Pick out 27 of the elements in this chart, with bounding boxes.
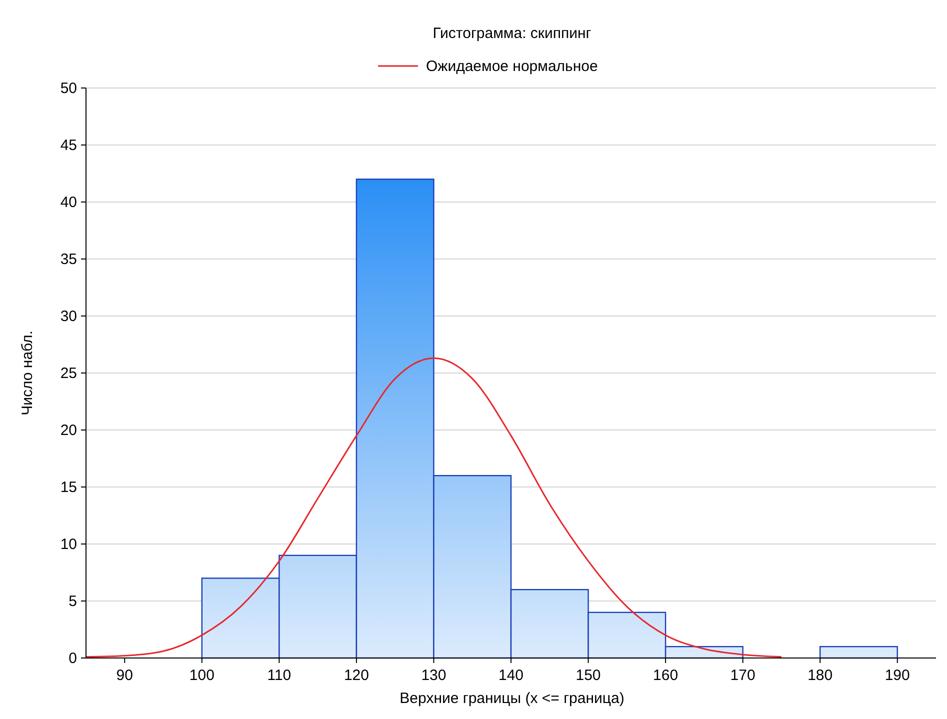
x-tick-label: 150 bbox=[576, 667, 601, 684]
y-tick-label: 30 bbox=[60, 308, 77, 325]
y-axis-title: Число набл. bbox=[19, 330, 36, 416]
x-tick-label: 160 bbox=[653, 667, 678, 684]
x-tick-label: 100 bbox=[189, 667, 214, 684]
legend-label: Ожидаемое нормальное bbox=[426, 58, 598, 75]
y-tick-label: 45 bbox=[60, 137, 77, 154]
y-tick-label: 5 bbox=[68, 593, 77, 610]
x-tick-label: 190 bbox=[884, 667, 910, 684]
x-axis-title: Верхние границы (x <= граница) bbox=[400, 690, 624, 707]
y-tick-label: 10 bbox=[60, 536, 77, 553]
y-tick-label: 50 bbox=[60, 80, 77, 97]
x-tick-label: 180 bbox=[808, 667, 833, 684]
y-tick-label: 15 bbox=[60, 479, 77, 496]
x-tick-label: 140 bbox=[498, 667, 524, 684]
line-series bbox=[86, 357, 782, 658]
y-tick-label: 25 bbox=[60, 365, 77, 382]
y-tick-label: 35 bbox=[60, 251, 77, 268]
y-tick-label: 20 bbox=[60, 422, 77, 439]
x-tick-label: 130 bbox=[421, 667, 446, 684]
chart-title: Гистограмма: скиппинг bbox=[432, 25, 592, 42]
x-tick-label: 120 bbox=[344, 667, 369, 684]
x-tick-label: 170 bbox=[730, 667, 756, 684]
x-tick-label: 90 bbox=[116, 667, 133, 684]
y-tick-label: 40 bbox=[60, 194, 77, 211]
y-tick-label: 0 bbox=[68, 650, 77, 667]
x-tick-label: 110 bbox=[267, 667, 292, 684]
